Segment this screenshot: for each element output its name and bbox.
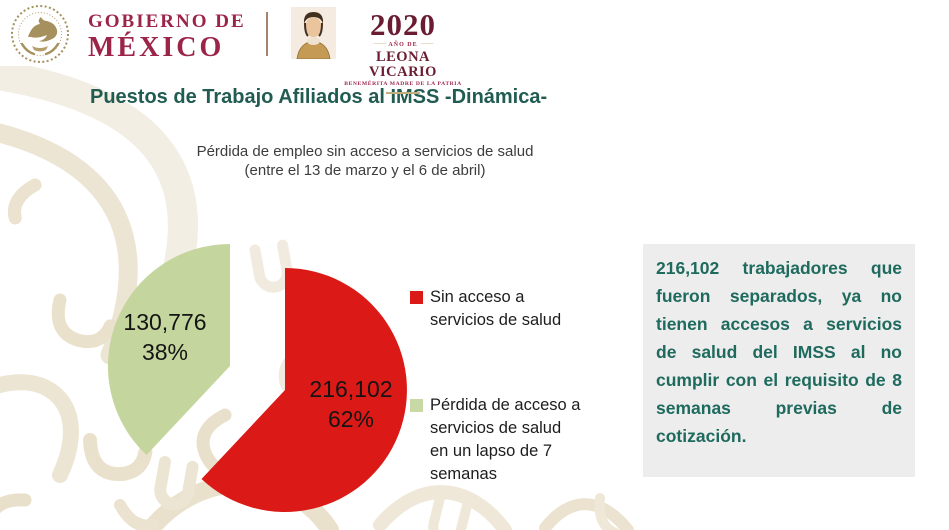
legend-item-sin-acceso: Sin acceso a servicios de salud (410, 286, 600, 332)
red-slice-value-label: 216,102 (309, 376, 392, 402)
summary-text: 216,102 trabajadores que fueron separado… (656, 258, 902, 446)
gobierno-de-mexico-logo: GOBIERNO DE MÉXICO (88, 12, 246, 62)
legend-swatch-green-icon (410, 399, 423, 412)
chart-subtitle-line1: Pérdida de empleo sin acceso a servicios… (196, 143, 534, 160)
summary-infobox: 216,102 trabajadores que fueron separado… (643, 244, 915, 477)
benemerita-tagline: BENEMÉRITA MADRE DE LA PATRIA (344, 81, 462, 87)
page-title: Puestos de Trabajo Afiliados al IMSS -Di… (90, 86, 548, 108)
ano-de-label: AÑO DE (344, 42, 462, 48)
mexico-national-seal-icon (11, 5, 69, 63)
brand-line1: GOBIERNO DE (88, 11, 246, 32)
legend-item-perdida-acceso: Pérdida de acceso a servicios de salud e… (410, 394, 600, 486)
badge-underline (386, 91, 420, 94)
red-slice-percent-label: 62% (328, 406, 374, 432)
chart-subtitle: Pérdida de empleo sin acceso a servicios… (115, 142, 615, 180)
leona-vicario-label: LEONA VICARIO (369, 49, 437, 80)
legend-label-sin-acceso: Sin acceso a servicios de salud (430, 288, 562, 329)
legend-label-perdida-acceso: Pérdida de acceso a servicios de salud e… (430, 396, 581, 483)
leona-vicario-2020-logo: 2020 AÑO DE LEONA VICARIO BENEMÉRITA MAD… (344, 9, 462, 94)
green-slice-value-label: 130,776 (123, 309, 206, 335)
year-2020: 2020 (370, 7, 436, 42)
chart-subtitle-line2: (entre el 13 de marzo y el 6 de abril) (244, 162, 486, 179)
brand-line2: MÉXICO (88, 32, 225, 63)
chart-legend: Sin acceso a servicios de salud Pérdida … (410, 286, 600, 486)
green-slice-percent-label: 38% (142, 339, 188, 365)
leona-vicario-portrait-icon (291, 7, 336, 59)
legend-swatch-red-icon (410, 291, 423, 304)
government-header: GOBIERNO DE MÉXICO 2020 AÑO DE LEONA VIC… (0, 0, 949, 94)
header-divider (266, 12, 268, 56)
